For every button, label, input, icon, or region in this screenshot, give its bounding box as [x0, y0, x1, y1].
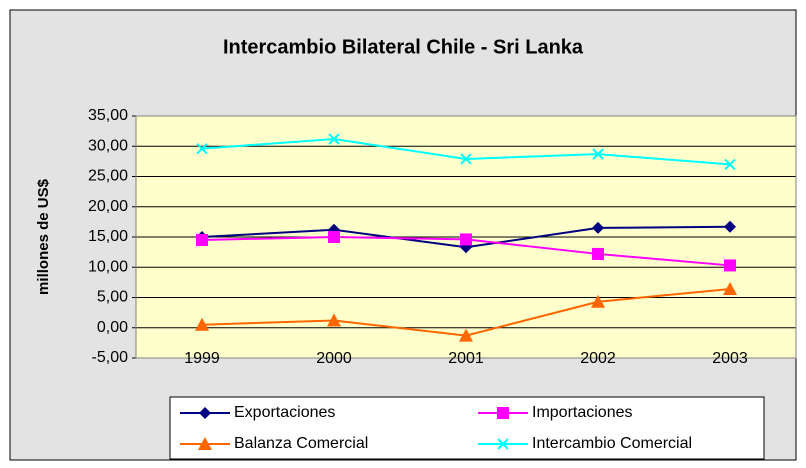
y-tick-label: -5,00: [92, 349, 129, 366]
marker: [199, 407, 211, 419]
marker: [724, 259, 736, 272]
marker: [497, 438, 509, 450]
legend-label: Importaciones: [532, 404, 633, 421]
x-tick-label: 2001: [448, 350, 484, 367]
y-axis-label: millones de US$: [35, 178, 52, 295]
marker: [327, 313, 341, 327]
legend-label: Balanza Comercial: [234, 435, 368, 452]
marker: [592, 221, 604, 234]
y-tick-label: 15,00: [88, 228, 128, 245]
marker: [724, 220, 736, 233]
legend-label: Exportaciones: [234, 404, 335, 421]
marker: [460, 233, 472, 246]
y-tick-label: 20,00: [88, 198, 128, 215]
marker: [592, 247, 604, 260]
marker: [724, 158, 736, 171]
marker: [328, 231, 340, 243]
y-tick-label: 35,00: [88, 107, 128, 124]
marker: [196, 234, 208, 247]
marker: [328, 133, 340, 145]
marker: [459, 328, 473, 342]
legend-label: Intercambio Comercial: [532, 435, 692, 452]
x-tick-label: 2000: [316, 350, 352, 367]
legend: [169, 396, 765, 460]
y-tick-label: 10,00: [88, 258, 128, 275]
y-tick-label: 0,00: [97, 319, 128, 336]
x-tick-label: 1999: [184, 350, 220, 367]
marker: [497, 407, 509, 419]
y-tick-label: 25,00: [88, 168, 128, 185]
plot-border: [135, 115, 797, 359]
marker: [460, 153, 472, 165]
marker: [198, 437, 212, 450]
x-tick-label: 2002: [580, 350, 616, 367]
marker: [195, 317, 209, 331]
chart-title: Intercambio Bilateral Chile - Sri Lanka: [223, 36, 584, 58]
marker: [592, 148, 604, 160]
y-tick-label: 5,00: [97, 289, 128, 306]
marker: [196, 142, 208, 155]
marker: [723, 282, 737, 296]
x-tick-label: 2003: [712, 350, 748, 367]
y-tick-label: 30,00: [88, 137, 128, 154]
marker: [591, 294, 605, 308]
